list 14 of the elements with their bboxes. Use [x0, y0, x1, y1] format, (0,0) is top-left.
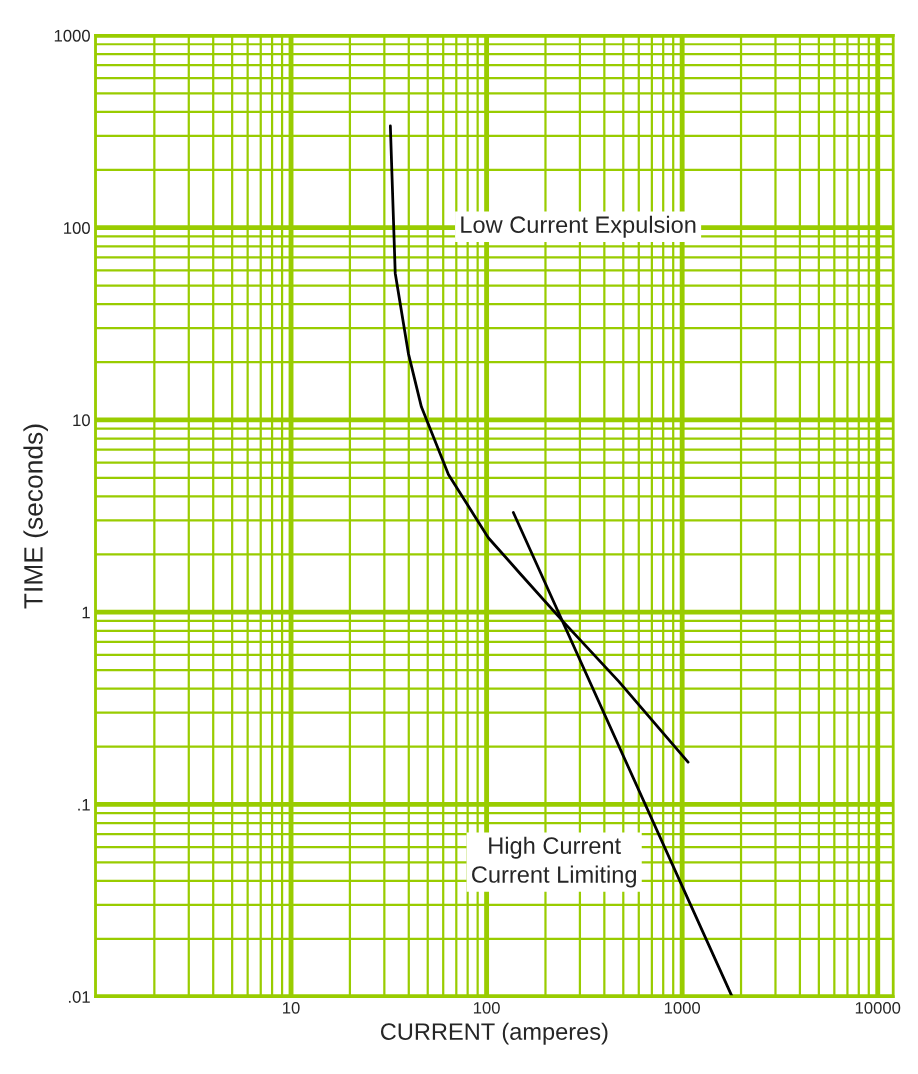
y-tick-label: .01 [68, 991, 90, 1003]
annotation: High Current Current Limiting [472, 836, 636, 888]
y-tick-label: 10 [73, 414, 90, 427]
x-tick-label: 10 [283, 1001, 300, 1014]
x-axis-title: CURRENT (amperes) [380, 1022, 608, 1045]
x-tick-label: 10000 [855, 1001, 901, 1014]
y-axis-title: TIME (seconds) [23, 424, 48, 609]
y-tick-label: .1 [78, 799, 90, 811]
y-tick-label: 1000 [54, 29, 90, 42]
x-tick-label: 1000 [664, 1001, 701, 1014]
annotation: Low Current Expulsion [461, 215, 696, 238]
y-tick-label: 100 [64, 222, 90, 234]
y-tick-label: 1 [82, 606, 90, 619]
x-tick-label: 100 [473, 1001, 500, 1014]
